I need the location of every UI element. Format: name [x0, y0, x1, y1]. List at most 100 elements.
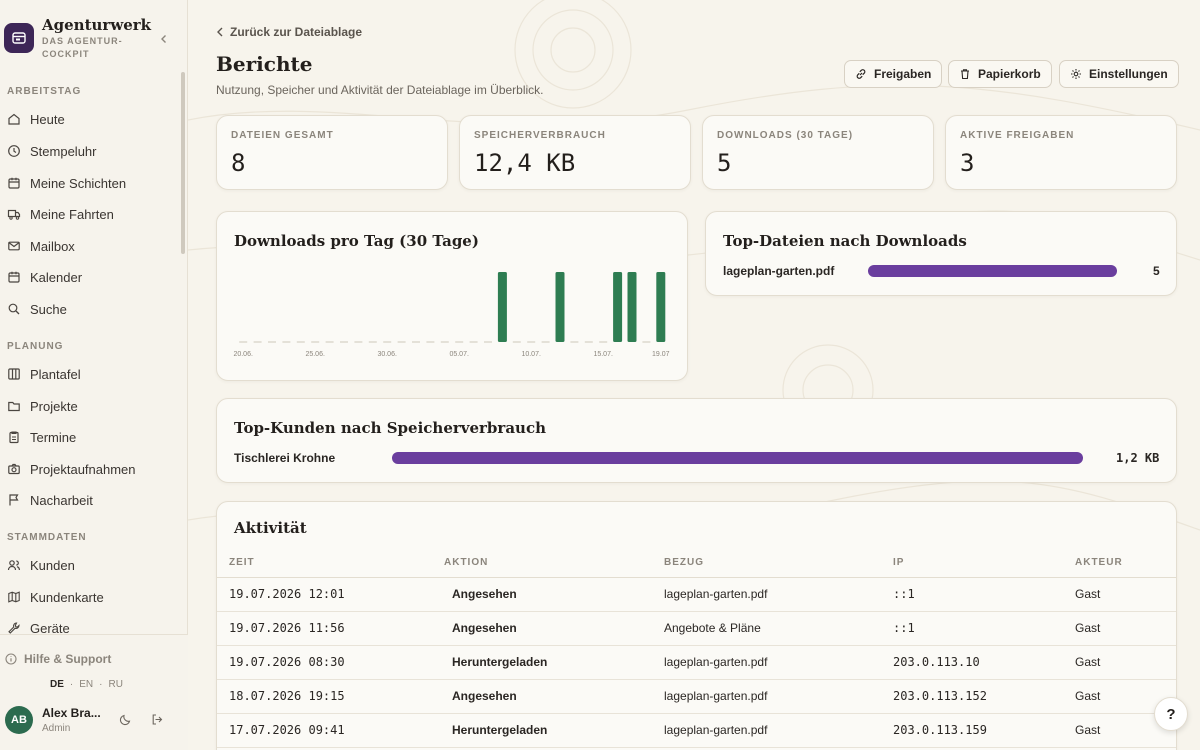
- activity-title: Aktivität: [234, 519, 307, 537]
- table-row[interactable]: 19.07.2026 11:56 Angesehen Angebote & Pl…: [217, 611, 1176, 646]
- papierkorb-button[interactable]: Papierkorb: [948, 60, 1052, 88]
- top-customers-card: Top-Kunden nach Speicherverbrauch Tischl…: [216, 398, 1177, 483]
- cell-action: Heruntergeladen: [432, 645, 652, 680]
- table-header-row: ZEIT AKTION BEZUG IP AKTEUR: [217, 549, 1176, 578]
- section-label-stammdaten: STAMMDATEN: [7, 532, 87, 543]
- sidebar-item-termine[interactable]: Termine: [7, 425, 177, 449]
- chart-bar[interactable]: [497, 272, 507, 342]
- chart-tick-label: 05.07.: [449, 351, 469, 358]
- freigaben-label: Freigaben: [874, 67, 932, 81]
- stat-value: 8: [231, 149, 246, 177]
- brand-name: Agenturwerk: [42, 16, 152, 34]
- table-row[interactable]: 18.07.2026 19:15 Angesehen lageplan-gart…: [217, 679, 1176, 714]
- sidebar-item-label: Termine: [30, 429, 77, 445]
- sidebar-item-kundenkarte[interactable]: Kundenkarte: [7, 585, 177, 609]
- sidebar-item-plantafel[interactable]: Plantafel: [7, 362, 177, 386]
- sidebar-item-label: Geräte: [30, 620, 70, 636]
- stat-value: 12,4 KB: [474, 149, 576, 177]
- chart-tick-label: 15.07.: [593, 351, 613, 358]
- sidebar-item-meine-fahrten[interactable]: Meine Fahrten: [7, 202, 177, 226]
- mail-icon: [7, 239, 21, 253]
- language-switcher: DE · EN · RU: [50, 679, 123, 690]
- back-link[interactable]: Zurück zur Dateiablage: [216, 25, 362, 39]
- language-ru[interactable]: RU: [108, 679, 123, 690]
- moon-icon[interactable]: [119, 713, 132, 726]
- cell-ref[interactable]: lageplan-garten.pdf: [652, 679, 881, 714]
- stat-value: 5: [717, 149, 732, 177]
- help-support-link[interactable]: Hilfe & Support: [5, 652, 111, 666]
- sidebar-item-projekte[interactable]: Projekte: [7, 394, 177, 418]
- column-header-ip[interactable]: IP: [881, 549, 1063, 578]
- sidebar-item-heute[interactable]: Heute: [7, 107, 177, 131]
- einstellungen-label: Einstellungen: [1089, 67, 1168, 81]
- stat-label: AKTIVE FREIGABEN: [960, 130, 1075, 141]
- sidebar-scrollbar[interactable]: [181, 72, 185, 254]
- sidebar-item-label: Meine Schichten: [30, 175, 127, 191]
- top-customer-value: 1,2 KB: [1116, 451, 1160, 465]
- table-row[interactable]: 19.07.2026 08:30 Heruntergeladen lagepla…: [217, 645, 1176, 680]
- table-row[interactable]: 17.07.2026 09:41 Heruntergeladen lagepla…: [217, 713, 1176, 748]
- home-icon: [7, 112, 21, 126]
- cell-actor: Gast: [1063, 577, 1176, 612]
- sidebar-item-nacharbeit[interactable]: Nacharbeit: [7, 488, 177, 512]
- logout-icon[interactable]: [151, 713, 164, 726]
- folder-icon: [7, 399, 21, 413]
- cell-ref[interactable]: lageplan-garten.pdf: [652, 577, 881, 612]
- sidebar-item-label: Projekte: [30, 398, 78, 414]
- column-header-zeit[interactable]: ZEIT: [217, 549, 432, 578]
- chart-bar[interactable]: [627, 272, 637, 342]
- avatar[interactable]: AB: [5, 706, 33, 734]
- cell-ref[interactable]: lageplan-garten.pdf: [652, 645, 881, 680]
- column-header-akteur[interactable]: AKTEUR: [1063, 549, 1176, 578]
- chart-bar[interactable]: [656, 272, 666, 342]
- column-header-aktion[interactable]: AKTION: [432, 549, 652, 578]
- einstellungen-button[interactable]: Einstellungen: [1059, 60, 1179, 88]
- column-header-bezug[interactable]: BEZUG: [652, 549, 881, 578]
- sidebar-item-label: Meine Fahrten: [30, 206, 114, 222]
- link-icon: [855, 68, 867, 80]
- clipboard-icon: [7, 430, 21, 444]
- top-files-title: Top-Dateien nach Downloads: [723, 232, 967, 250]
- cell-ip: ::1: [881, 611, 1063, 646]
- table-row[interactable]: 19.07.2026 12:01 Angesehen lageplan-gart…: [217, 577, 1176, 612]
- brand: Agenturwerk DAS AGENTUR-COCKPIT: [4, 14, 184, 64]
- sidebar-item-label: Heute: [30, 111, 65, 127]
- cell-ip: 203.0.113.159: [881, 713, 1063, 748]
- sidebar-item-suche[interactable]: Suche: [7, 297, 177, 321]
- cell-ref[interactable]: lageplan-garten.pdf: [652, 713, 881, 748]
- sidebar-item-mailbox[interactable]: Mailbox: [7, 234, 177, 258]
- sidebar-item-kunden[interactable]: Kunden: [7, 553, 177, 577]
- language-separator: ·: [99, 679, 103, 690]
- language-en[interactable]: EN: [79, 679, 94, 690]
- sidebar-item-stempeluhr[interactable]: Stempeluhr: [7, 139, 177, 163]
- chart-bar[interactable]: [613, 272, 623, 342]
- sidebar-item-label: Suche: [30, 301, 67, 317]
- chart-bar[interactable]: [555, 272, 565, 342]
- collapse-sidebar-icon[interactable]: [156, 31, 172, 47]
- activity-card: Aktivität ZEIT AKTION BEZUG IP AKTEUR 19…: [216, 501, 1177, 750]
- sidebar-item-geraete[interactable]: Geräte: [7, 616, 177, 640]
- trash-icon: [959, 68, 971, 80]
- back-link-label: Zurück zur Dateiablage: [230, 25, 363, 39]
- sidebar-item-kalender[interactable]: Kalender: [7, 265, 177, 289]
- camera-icon: [7, 462, 21, 476]
- cell-ref[interactable]: Angebote & Pläne: [652, 611, 881, 646]
- truck-icon: [7, 207, 21, 221]
- stat-label: DOWNLOADS (30 TAGE): [717, 130, 854, 141]
- sidebar: Agenturwerk DAS AGENTUR-COCKPIT ARBEITST…: [0, 0, 188, 750]
- chart-tick-label: 10.07.: [521, 351, 541, 358]
- sidebar-item-meine-schichten[interactable]: Meine Schichten: [7, 171, 177, 195]
- sidebar-item-label: Kundenkarte: [30, 589, 104, 605]
- brand-tagline: DAS AGENTUR-COCKPIT: [42, 36, 123, 59]
- stat-card-dateien: DATEIEN GESAMT 8: [216, 115, 448, 190]
- freigaben-button[interactable]: Freigaben: [844, 60, 943, 88]
- stat-card-downloads: DOWNLOADS (30 TAGE) 5: [702, 115, 934, 190]
- sidebar-item-projektaufnahmen[interactable]: Projektaufnahmen: [7, 457, 177, 481]
- user-role: Admin: [42, 723, 71, 734]
- top-customer-bar: [392, 452, 1083, 464]
- cell-time: 19.07.2026 08:30: [217, 645, 432, 680]
- brand-logo-icon[interactable]: [4, 23, 34, 53]
- cell-time: 17.07.2026 09:41: [217, 713, 432, 748]
- help-fab-button[interactable]: ?: [1154, 697, 1188, 731]
- language-de[interactable]: DE: [50, 679, 64, 690]
